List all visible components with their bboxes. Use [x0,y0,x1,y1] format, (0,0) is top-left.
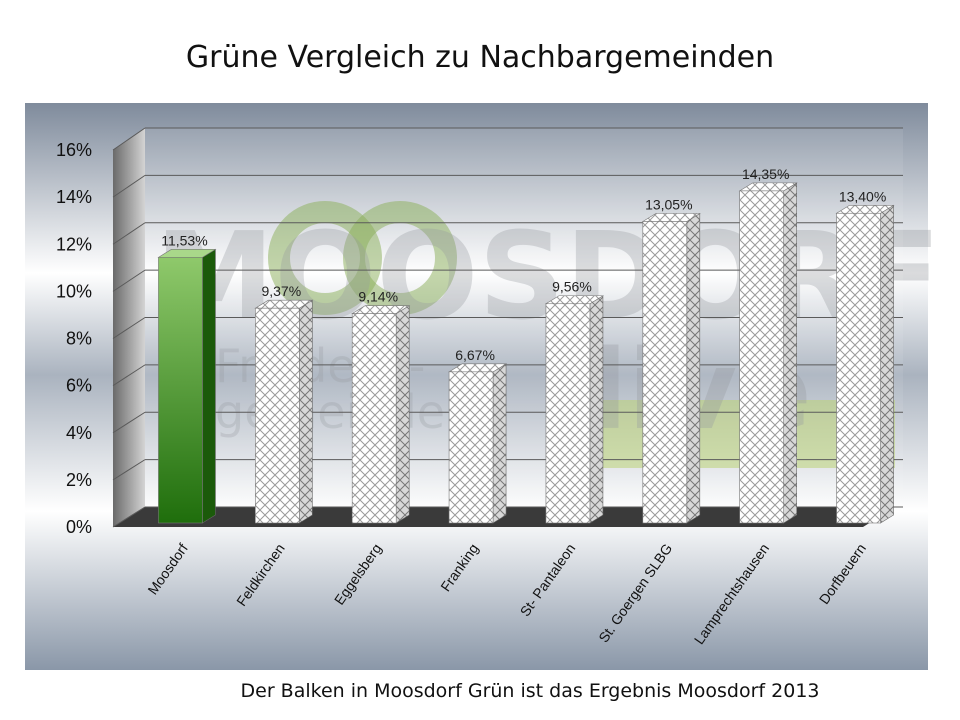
bar-side [395,305,410,524]
x-tick-label: St. Goergen SLBG [595,541,675,646]
bar-moosdorf [157,248,217,524]
x-axis-labels: Moosdorf Feldkirchen Eggelsberg Franking St-… [144,540,869,647]
x-tick-label: Dorfbeuern [816,541,869,608]
data-label: 9,56% [552,279,592,295]
bar-feldkirchen [254,299,314,524]
bar-dorfbeuern [835,204,895,524]
bar-st-pantaleon [544,295,604,524]
bar-front [739,190,784,524]
bar-side [880,204,894,524]
gridline-side [112,506,146,528]
bar-front [158,257,203,524]
gridline-side [112,411,146,434]
x-tick-label: Moosdorf [144,540,191,597]
gridline-side [112,127,146,151]
y-tick-label: 10% [56,281,92,301]
x-tick-label: Lamprechtshausen [691,541,772,648]
bar-front [836,212,881,524]
y-tick-label: 14% [56,187,92,207]
gridline-side [112,317,146,339]
data-label: 6,67% [455,347,495,363]
data-labels: 11,53% 9,37% 9,14% 6,67% 9,56% 13,05% 14,35% 13… [161,166,886,363]
y-tick-label: 12% [56,234,92,254]
bar-side [299,299,313,524]
bar-front [545,303,591,524]
data-label: 14,35% [742,166,789,182]
bar-eggelsberg [351,305,411,524]
bar-front [255,307,300,524]
gridline-side [112,222,146,245]
x-tick-label: Eggelsberg [331,541,385,608]
data-label: 11,53% [161,232,207,248]
y-tick-label: 8% [66,329,92,349]
chart-title: Grüne Vergleich zu Nachbargemeinden [185,40,775,75]
bar-franking [448,363,508,524]
bar-side [492,363,507,524]
bar-front [448,371,494,524]
footnote: Der Balken in Moosdorf Grün ist das Erge… [240,680,820,702]
y-tick-label: 4% [66,423,92,443]
gridline-side [112,174,146,198]
bar-lamprechtshausen [738,182,798,524]
data-label: 13,05% [645,197,692,213]
y-tick-label: 2% [66,470,92,490]
bar-side [783,182,797,524]
gridline-side [112,364,146,387]
data-label: 9,37% [261,283,301,299]
bar-side [589,295,604,524]
y-tick-label: 16% [56,140,92,160]
bar-front [351,313,397,524]
x-tick-label: St- Pantaleon [517,541,579,620]
y-axis-ticks: 0% 2% 4% 6% 8% 10% 12% 14% 16% [56,140,92,537]
data-label: 9,14% [358,289,398,305]
x-tick-label: Feldkirchen [233,541,288,609]
bar-side [686,212,701,524]
gridline-side [112,269,146,292]
bar-front [642,221,688,524]
bar-st-goergen-slbg [641,212,701,524]
bar-side [202,248,216,524]
y-tick-label: 6% [66,376,92,396]
data-label: 13,40% [839,188,886,204]
gridline-side [112,459,146,481]
bars [157,182,895,524]
x-tick-label: Franking [437,541,481,595]
y-tick-label: 0% [66,517,92,537]
